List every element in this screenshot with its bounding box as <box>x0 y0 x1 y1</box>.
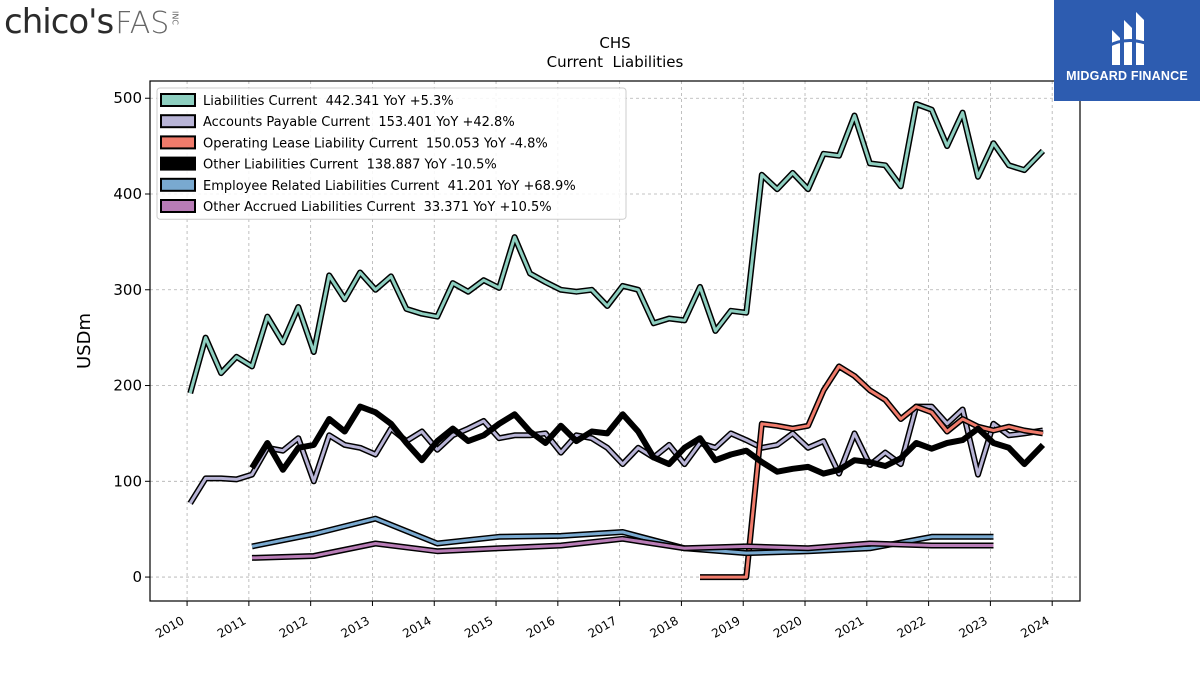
legend-label: Accounts Payable Current 153.401 YoY +42… <box>203 115 515 130</box>
plot-frame <box>149 80 1081 602</box>
x-tick-label: 2024 <box>1018 613 1051 640</box>
x-tick-label: 2013 <box>339 613 372 640</box>
legend-swatch <box>160 135 196 150</box>
series-line <box>249 403 1046 477</box>
y-axis-label: USDm <box>74 313 95 369</box>
legend-label: Other Accrued Liabilities Current 33.371… <box>203 200 552 215</box>
x-tick-label: 2015 <box>462 613 495 640</box>
series-line <box>251 517 994 555</box>
legend-swatch <box>160 114 196 129</box>
x-tick-label: 2020 <box>771 613 804 640</box>
company-logo-inc: INC <box>170 11 180 25</box>
legend-label: Employee Related Liabilities Current 41.… <box>203 179 576 194</box>
legend-swatch <box>160 156 196 171</box>
company-logo-suffix: FAS <box>115 6 170 41</box>
y-tick-label: 200 <box>113 377 142 395</box>
y-tick-label: 500 <box>113 89 142 107</box>
provider-logo-text: MIDGARD FINANCE <box>1066 69 1188 83</box>
x-tick-label: 2023 <box>956 613 989 640</box>
provider-logo: MIDGARD FINANCE <box>1054 0 1200 101</box>
x-tick-label: 2014 <box>400 613 433 640</box>
chart-title: CHS <box>599 34 630 52</box>
series-4 <box>251 515 994 557</box>
x-tick-label: 2017 <box>586 613 619 640</box>
x-tick-label: 2021 <box>833 613 866 640</box>
y-tick-label: 100 <box>113 472 142 490</box>
company-logo-text: chico's <box>4 2 114 42</box>
y-tick-label: 400 <box>113 185 142 203</box>
series-0 <box>187 101 1046 395</box>
company-logo: chico's FAS INC <box>4 2 179 42</box>
x-tick-label: 2022 <box>895 613 928 640</box>
x-tick-label: 2018 <box>647 613 680 640</box>
legend-label: Other Liabilities Current 138.887 YoY -1… <box>203 158 497 173</box>
x-tick-label: 2012 <box>277 613 310 640</box>
provider-logo-mark-icon <box>1107 12 1149 65</box>
x-tick-label: 2016 <box>524 613 557 640</box>
y-tick-label: 300 <box>113 281 142 299</box>
legend-label: Liabilities Current 442.341 YoY +5.3% <box>203 94 454 109</box>
series-line <box>188 102 1044 394</box>
legend-label: Operating Lease Liability Current 150.05… <box>203 136 548 151</box>
x-tick-label: 2011 <box>215 613 248 640</box>
legend-swatch <box>160 93 196 107</box>
legend-swatch <box>160 199 196 213</box>
series-line <box>251 537 994 560</box>
series-2 <box>700 363 1044 581</box>
series-line <box>700 364 1044 579</box>
y-tick-label: 0 <box>132 568 142 586</box>
x-tick-label: 2010 <box>153 613 186 640</box>
legend-box <box>156 87 627 220</box>
series-3 <box>249 403 1046 477</box>
legend: Liabilities Current 442.341 YoY +5.3% Acc… <box>156 87 627 220</box>
legend-swatch <box>160 177 196 192</box>
x-tick-label: 2019 <box>709 613 742 640</box>
chart-subtitle: Current Liabilities <box>547 53 684 71</box>
series-layer <box>187 101 1046 581</box>
series-5 <box>251 535 994 561</box>
